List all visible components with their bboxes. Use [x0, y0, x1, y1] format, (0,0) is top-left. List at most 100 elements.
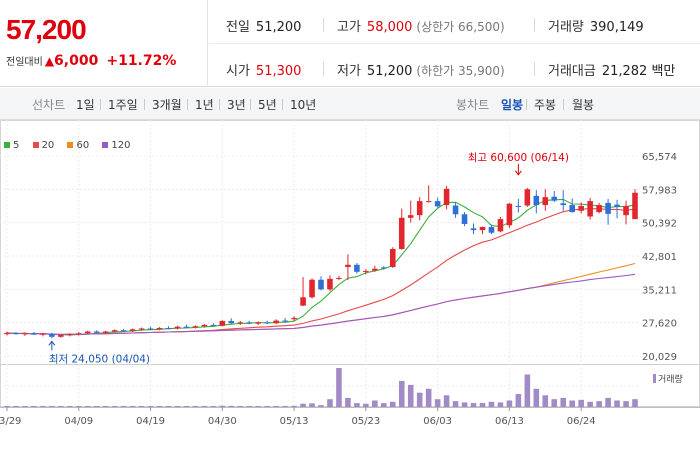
period-1y[interactable]: 1년	[195, 98, 214, 112]
volume-bar	[461, 402, 468, 407]
volume-bar	[614, 400, 620, 407]
candle-body	[443, 188, 450, 206]
candle-body	[623, 205, 629, 216]
candle-body	[524, 189, 531, 206]
candle-body	[407, 215, 414, 218]
volume-stat: 거래량 390,149	[548, 20, 644, 35]
candle-body	[138, 328, 145, 330]
candle-body	[228, 320, 235, 324]
period-10y[interactable]: 10년	[290, 98, 317, 112]
tab-monthly-candle[interactable]: 월봉	[572, 98, 595, 112]
volume-bar	[183, 406, 190, 407]
candle-body	[551, 196, 558, 201]
candle-body	[210, 324, 217, 326]
candle-body	[93, 331, 100, 333]
trade-value: 거래대금 21,282 백만	[548, 64, 676, 79]
volume-bar	[75, 406, 82, 407]
volume-bar	[84, 406, 91, 407]
volume-bar	[246, 406, 253, 407]
volume-bar	[569, 400, 575, 407]
legend-ma5: 5	[4, 140, 19, 151]
volume-bar	[273, 405, 279, 407]
ma-legend: 5 20 60 120	[4, 140, 141, 151]
candle-body	[452, 205, 459, 215]
tab-daily-candle[interactable]: 일봉	[501, 98, 524, 112]
volume-bar	[31, 406, 37, 407]
divider	[534, 18, 535, 32]
volume-bar	[596, 401, 602, 407]
period-1w[interactable]: 1주일	[108, 98, 138, 112]
legend-ma120: 120	[102, 140, 131, 151]
volume-bar	[147, 406, 154, 407]
up-triangle-icon: ▲	[44, 54, 55, 68]
volume-bar	[443, 395, 450, 407]
y-tick-label: 65,574	[642, 152, 677, 163]
candle-body	[219, 320, 226, 326]
volume-bar	[138, 406, 145, 407]
volume-bar	[13, 406, 19, 407]
candle-body	[542, 197, 549, 206]
volume-bar	[210, 406, 217, 407]
open-price: 시가 51,300	[226, 64, 302, 79]
candle-body	[354, 264, 360, 272]
candle-body	[129, 329, 136, 332]
volume-bar	[40, 406, 46, 407]
y-tick-label: 35,211	[642, 285, 677, 296]
x-tick-label: 03/29	[0, 416, 21, 427]
volume-bar	[605, 397, 611, 407]
change-amount: 6,000	[54, 53, 99, 69]
volume-bar	[407, 384, 414, 407]
volume-bar	[551, 399, 558, 407]
candle-body	[13, 332, 19, 335]
candle-body	[389, 248, 396, 267]
candle-body	[264, 322, 270, 324]
candle-body	[605, 202, 611, 214]
candle-body	[58, 335, 64, 337]
y-tick-label: 50,392	[642, 219, 677, 230]
candle-body	[49, 333, 55, 337]
candle-body	[22, 333, 28, 335]
x-tick-label: 04/30	[208, 416, 237, 427]
volume-bar	[291, 405, 297, 407]
volume-bar	[93, 406, 100, 407]
volume-bar	[623, 401, 629, 407]
volume-bar	[282, 406, 288, 407]
x-tick-label: 06/24	[567, 416, 596, 427]
volume-bar	[515, 394, 522, 407]
x-tick-label: 04/19	[136, 416, 165, 427]
volume-bar	[452, 401, 459, 407]
tab-weekly-candle[interactable]: 주봉	[534, 98, 557, 112]
change-row: 전일대비 ▲6,000 +11.72%	[6, 53, 176, 69]
volume-bar	[49, 406, 55, 407]
period-1d[interactable]: 1일	[76, 98, 95, 112]
x-tick-label: 06/13	[495, 416, 524, 427]
candle-body	[84, 331, 91, 334]
volume-bar	[632, 399, 638, 407]
volume-legend-swatch	[653, 374, 656, 383]
volume-bar	[58, 406, 64, 407]
high-annotation: 최고 60,600 (06/14)	[468, 152, 569, 164]
volume-bar	[336, 368, 342, 407]
volume-bar	[354, 403, 360, 407]
ma5-line	[6, 198, 636, 336]
volume-bar	[479, 403, 486, 407]
period-5y[interactable]: 5년	[258, 98, 277, 112]
period-3y[interactable]: 3년	[227, 98, 246, 112]
volume-bar	[129, 406, 136, 407]
candle-body	[192, 326, 199, 328]
candle-body	[614, 204, 620, 207]
volume-bar	[372, 400, 378, 407]
period-3m[interactable]: 3개월	[152, 98, 182, 112]
volume-bar	[488, 401, 495, 407]
candle-body	[309, 279, 315, 298]
volume-bar	[470, 403, 477, 407]
y-tick-label: 20,029	[642, 352, 677, 363]
line-chart-label: 선차트	[32, 98, 66, 112]
candle-body	[246, 322, 253, 324]
candle-body	[300, 297, 306, 306]
candle-body	[578, 205, 584, 211]
volume-bar	[67, 406, 73, 407]
candle-body	[515, 205, 522, 207]
volume-bar	[237, 406, 244, 407]
ma20-line	[6, 208, 636, 335]
